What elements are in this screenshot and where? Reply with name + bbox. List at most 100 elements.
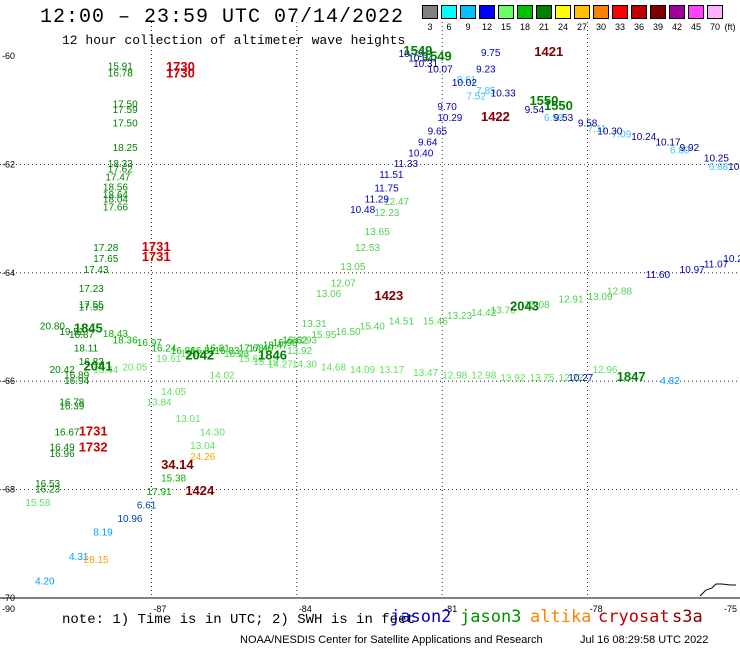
- wave-height-value: 10.27: [568, 373, 593, 384]
- legend-swatch: [460, 5, 476, 19]
- legend-swatch: [536, 5, 552, 19]
- wave-height-value: 4.31: [69, 552, 89, 563]
- legend-label: 18: [519, 22, 530, 32]
- legend-label: 6: [446, 22, 452, 32]
- wave-height-value: 17.59: [79, 303, 104, 314]
- wave-height-value: 10.33: [491, 89, 516, 100]
- wave-height-value: 17.91: [147, 487, 172, 498]
- wave-height-value: 13.65: [365, 227, 390, 238]
- wave-height-value: 16.83: [214, 346, 239, 357]
- wave-height-value: 17.68: [239, 343, 264, 354]
- page-subtitle: 12 hour collection of altimeter wave hei…: [62, 33, 406, 48]
- wave-height-value: 10.25: [704, 154, 729, 165]
- legend-swatch: [574, 5, 590, 19]
- wave-height-value: 7.85: [476, 86, 496, 97]
- wave-height-value: 15.66: [224, 349, 249, 360]
- wave-height-value: 17.28: [93, 243, 118, 254]
- wave-height-value: 18.44: [93, 365, 118, 376]
- wave-height-value: 17.65: [93, 254, 118, 265]
- wave-height-value: 11.75: [374, 184, 399, 195]
- wave-height-value: 15.19: [253, 357, 278, 368]
- wave-height-value: 15.66: [239, 354, 264, 365]
- legend-swatch: [479, 5, 495, 19]
- wave-height-value: 16.89: [64, 370, 89, 381]
- wave-height-value: 11.51: [379, 170, 404, 181]
- legend-label: 21: [538, 22, 549, 32]
- pass-time-label: 2043: [510, 299, 539, 314]
- wave-height-value: 14.30: [292, 360, 317, 371]
- wave-height-value: 13.84: [147, 398, 172, 409]
- wave-height-value: 13.17: [379, 365, 404, 376]
- wave-height-value: 17.43: [84, 265, 109, 276]
- credit-line: NOAA/NESDIS Center for Satellite Applica…: [240, 634, 543, 646]
- wave-height-value: 24.26: [190, 452, 215, 463]
- lon-tick-label: -78: [590, 604, 603, 614]
- pass-time-label: 1421: [534, 44, 563, 59]
- wave-height-value: 10.02: [452, 78, 477, 89]
- wave-height-value: 13.75: [529, 373, 554, 384]
- pass-time-label: 2041: [84, 358, 113, 373]
- wave-height-value: 13.23: [447, 311, 472, 322]
- wave-height-value: 17.59: [113, 105, 138, 116]
- wave-height-value: 13.92: [500, 373, 525, 384]
- wave-height-value: 13.08: [525, 300, 550, 311]
- pass-time-label: 1731: [142, 239, 171, 254]
- wave-height-value: 7.11: [588, 124, 607, 135]
- legend-swatch: [612, 5, 628, 19]
- wave-height-value: 20.80: [40, 322, 65, 333]
- coastline: [699, 583, 736, 597]
- footnote: note: 1) Time is in UTC; 2) SWH is in fe…: [62, 612, 415, 628]
- pass-time-label: 1730: [166, 66, 195, 81]
- wave-height-value: 8.61: [457, 75, 477, 86]
- wave-height-value: 16.39: [59, 401, 84, 412]
- pass-time-labels: 17301730173117311731173234.1414241423142…: [74, 43, 646, 498]
- wave-height-value: 13.05: [340, 262, 365, 273]
- wave-height-value: 4.20: [35, 576, 55, 587]
- wave-height-value: 4.82: [660, 376, 680, 387]
- satellite-legend-item: cryosat: [598, 607, 670, 627]
- pass-time-label: 1845: [74, 320, 103, 335]
- wave-height-value: 10.64: [408, 53, 433, 64]
- wave-height-value: 9.70: [437, 102, 457, 113]
- wave-height-value: 6.80: [670, 146, 690, 157]
- wave-height-value: 9.53: [554, 113, 574, 124]
- wave-height-value: 14.05: [161, 387, 186, 398]
- wave-height-value: 17.40: [248, 343, 273, 354]
- satellite-legend-item: altika: [530, 607, 592, 627]
- legend-swatch: [517, 5, 533, 19]
- wave-height-value: 10.79: [399, 49, 424, 60]
- wave-height-value: 10.21: [723, 254, 740, 265]
- lon-tick-label: -87: [153, 604, 166, 614]
- wave-height-value: 13.92: [287, 346, 312, 357]
- pass-time-label: 1423: [374, 288, 403, 303]
- wave-height-value: 11.33: [394, 159, 419, 170]
- legend-label: 42: [671, 22, 682, 32]
- legend-label: 12: [481, 22, 492, 32]
- wave-height-value: 10.46: [728, 162, 740, 173]
- wave-height-value: 18.56: [103, 182, 128, 193]
- satellite-legend-item: jason3: [460, 607, 522, 627]
- wave-height-value: 6.53: [544, 113, 564, 124]
- wave-height-value: 16.67: [54, 427, 79, 438]
- wave-height-value: 14.68: [321, 362, 346, 373]
- wave-height-value: 17.50: [113, 118, 138, 129]
- pass-time-label: 34.14: [161, 457, 194, 472]
- wave-height-value: 12.96: [592, 365, 617, 376]
- lon-tick-label: -75: [724, 604, 737, 614]
- wave-height-value: 16.23: [224, 349, 249, 360]
- wave-height-tracks: 15.9116.7817.5017.5917.5018.2518.3317.62…: [25, 48, 740, 587]
- wave-height-value: 17.50: [113, 99, 138, 110]
- lat-tick-label: -62: [2, 159, 15, 169]
- wave-height-value: 13.76: [491, 305, 516, 316]
- wave-height-value: 6.61: [137, 501, 157, 512]
- lon-tick-label: -81: [444, 604, 457, 614]
- legend-swatch: [498, 5, 514, 19]
- wave-height-value: 16.24: [151, 343, 176, 354]
- wave-height-value: 9.23: [476, 64, 496, 75]
- satellite-legend-item: jason2: [390, 607, 452, 627]
- wave-height-value: 16.94: [64, 376, 89, 387]
- legend-swatch: [441, 5, 457, 19]
- wave-height-value: 7.09: [612, 129, 632, 140]
- generated-timestamp: Jul 16 08:29:58 UTC 2022: [580, 634, 709, 646]
- wave-height-value: 16.78: [59, 398, 84, 409]
